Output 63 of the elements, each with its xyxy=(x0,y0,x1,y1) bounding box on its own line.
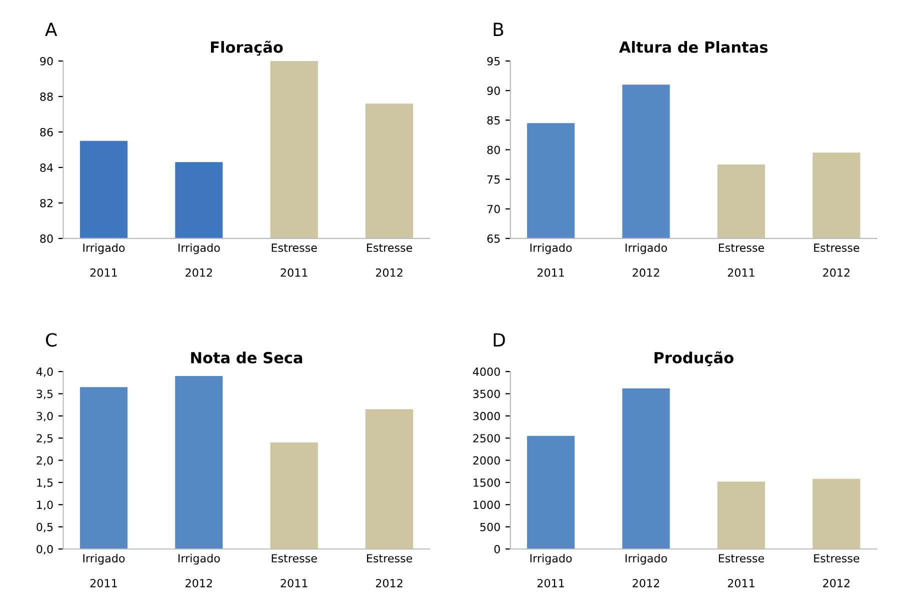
y-tick-label: 3,5 xyxy=(36,390,53,400)
y-tick-label: 1,0 xyxy=(37,500,53,510)
y-tick-label: 0 xyxy=(494,544,500,554)
y-tick-label: 1000 xyxy=(474,500,500,510)
category-label: Irrigado 2011 xyxy=(83,243,125,277)
bar xyxy=(270,442,318,549)
y-tick-label: 2000 xyxy=(473,456,500,465)
bar xyxy=(366,409,414,549)
y-tick-label: 0,0 xyxy=(36,544,53,555)
chart-title: Floração xyxy=(210,40,283,56)
category-label: Estresse 2012 xyxy=(367,554,412,588)
category-label: Estresse 2011 xyxy=(718,244,764,277)
category-label: Estresse 2012 xyxy=(367,244,412,277)
y-tick-label: 500 xyxy=(480,522,500,532)
y-tick-label: 75 xyxy=(487,175,500,184)
bar xyxy=(622,388,670,549)
y-tick-label: 95 xyxy=(487,56,500,66)
y-tick-label: 90 xyxy=(487,86,500,95)
chart-title: Produção xyxy=(654,351,734,366)
y-tick-label: 88 xyxy=(40,92,53,101)
chart-title: Altura de Plantas xyxy=(619,41,768,53)
y-tick-label: 1500 xyxy=(474,478,500,487)
y-tick-label: 84 xyxy=(40,163,53,172)
bar xyxy=(527,436,575,549)
y-tick-label: 85 xyxy=(487,116,500,125)
y-tick-label: 2500 xyxy=(473,434,500,442)
category-label: Estresse 2011 xyxy=(272,244,317,277)
y-tick-label: 4,0 xyxy=(36,368,53,378)
category-label: Irrigado 2011 xyxy=(530,243,572,277)
text: D xyxy=(494,333,505,346)
y-tick-label: 90 xyxy=(40,56,53,66)
y-tick-label: 65 xyxy=(487,234,500,243)
y-tick-label: 3000 xyxy=(473,412,500,420)
y-tick-label: 3500 xyxy=(473,390,500,398)
category-label: Estresse 2011 xyxy=(718,554,764,588)
category-label: Estresse 2011 xyxy=(272,554,317,588)
y-tick-label: 80 xyxy=(40,234,53,243)
y-tick-label: 4000 xyxy=(472,368,500,376)
bar xyxy=(80,387,128,549)
y-tick-label: 2,5 xyxy=(36,434,53,444)
text: A xyxy=(45,22,58,36)
y-tick-label: 3,0 xyxy=(36,412,53,422)
category-label: Irrigado 2012 xyxy=(178,554,220,588)
y-tick-label: 80 xyxy=(487,146,500,154)
category-label: Irrigado 2012 xyxy=(626,554,667,588)
category-label: Irrigado 2011 xyxy=(83,554,125,588)
category-label: Irrigado 2012 xyxy=(178,243,220,277)
category-label: Irrigado 2012 xyxy=(626,243,667,277)
category-label: Estresse 2012 xyxy=(814,554,860,588)
y-tick-label: 2,0 xyxy=(36,456,53,466)
bar xyxy=(812,478,860,549)
y-tick-label: 86 xyxy=(40,128,53,136)
y-tick-label: 70 xyxy=(487,204,500,214)
category-label: Irrigado 2011 xyxy=(530,554,572,588)
chart-title: Nota de Seca xyxy=(191,352,302,364)
text: B xyxy=(494,22,504,36)
y-tick-label: 82 xyxy=(40,198,52,208)
bar xyxy=(175,376,223,549)
text: C xyxy=(46,333,57,347)
y-tick-label: 0,5 xyxy=(36,522,53,532)
y-tick-label: 1,5 xyxy=(37,478,53,488)
bar xyxy=(717,482,766,549)
category-label: Estresse 2012 xyxy=(814,244,860,277)
